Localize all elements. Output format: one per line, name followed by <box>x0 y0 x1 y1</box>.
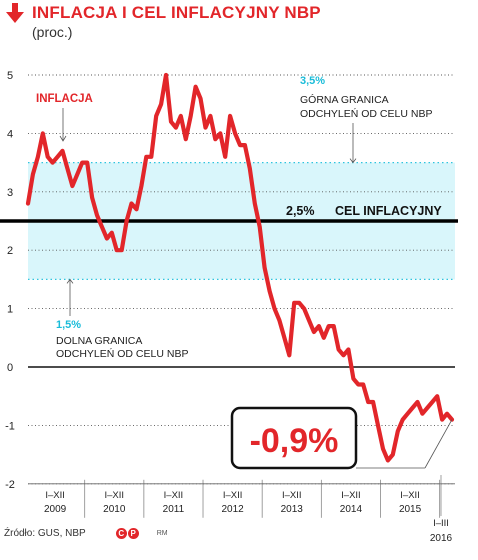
inflation-series-line <box>25 72 455 463</box>
x-tick-range: I–XII <box>105 490 125 501</box>
x-tick-year: 2009 <box>44 504 67 515</box>
upper-band-pointer-head <box>349 158 357 164</box>
x-tick-range: I–XII <box>164 490 184 501</box>
target-value-label: 2,5% <box>286 204 315 218</box>
x-tick-year: 2016 <box>430 533 453 544</box>
y-tick-label: 3 <box>7 187 13 199</box>
y-tick-label: -2 <box>5 479 15 491</box>
chart-subtitle: (proc.) <box>32 24 73 40</box>
x-tick-range: I–XII <box>282 490 302 501</box>
y-tick-label: 0 <box>7 362 13 374</box>
lower-band-pointer-head <box>66 278 74 284</box>
callout-value: -0,9% <box>250 422 339 460</box>
author-credit: RM <box>156 530 168 537</box>
x-tick-range: I–XII <box>400 490 420 501</box>
x-tick-range: I–XII <box>341 490 361 501</box>
y-tick-label: 5 <box>7 70 13 82</box>
callout-box <box>230 406 358 470</box>
x-tick-year: 2011 <box>163 504 185 515</box>
x-tick-range: I–XII <box>223 490 243 501</box>
x-tick-year: 2015 <box>399 504 422 515</box>
callout-pointer <box>424 419 453 469</box>
x-tick-year: 2012 <box>221 504 244 515</box>
x-tick-range: I–XII <box>45 490 65 501</box>
target-text-label: CEL INFLACYJNY <box>335 204 442 218</box>
upper-band-value: 3,5% <box>300 75 325 87</box>
chart-title-row: INFLACJA I CEL INFLACYJNY NBP <box>4 2 321 24</box>
lower-band-line2: ODCHYLEŃ OD CELU NBP <box>56 347 188 360</box>
x-tick-year: 2014 <box>340 504 363 515</box>
upper-band-line2: ODCHYLEŃ OD CELU NBP <box>300 107 432 120</box>
chart-title: INFLACJA I CEL INFLACYJNY NBP <box>32 3 321 22</box>
lower-band-line1: DOLNA GRANICA <box>56 335 142 347</box>
y-tick-label: -1 <box>5 420 15 432</box>
series-label-pointer-head <box>59 135 67 142</box>
y-tick-label: 1 <box>7 304 13 316</box>
down-arrow-icon <box>6 3 24 23</box>
x-tick-range: I–III <box>433 518 449 529</box>
photo-copyright-icon: P <box>127 528 139 539</box>
lower-band-value: 1,5% <box>56 319 81 331</box>
upper-band-line1: GÓRNA GRANICA <box>300 93 389 106</box>
y-tick-label: 4 <box>7 128 13 140</box>
source-note: Źródło: GUS, NBP <box>4 528 86 539</box>
x-tick-year: 2013 <box>281 504 304 515</box>
y-tick-label: 2 <box>7 245 13 257</box>
series-label: INFLACJA <box>36 93 93 105</box>
copyright-icon: C <box>115 528 127 539</box>
x-tick-year: 2010 <box>103 504 126 515</box>
footer: Źródło: GUS, NBP C P RM <box>4 528 168 539</box>
